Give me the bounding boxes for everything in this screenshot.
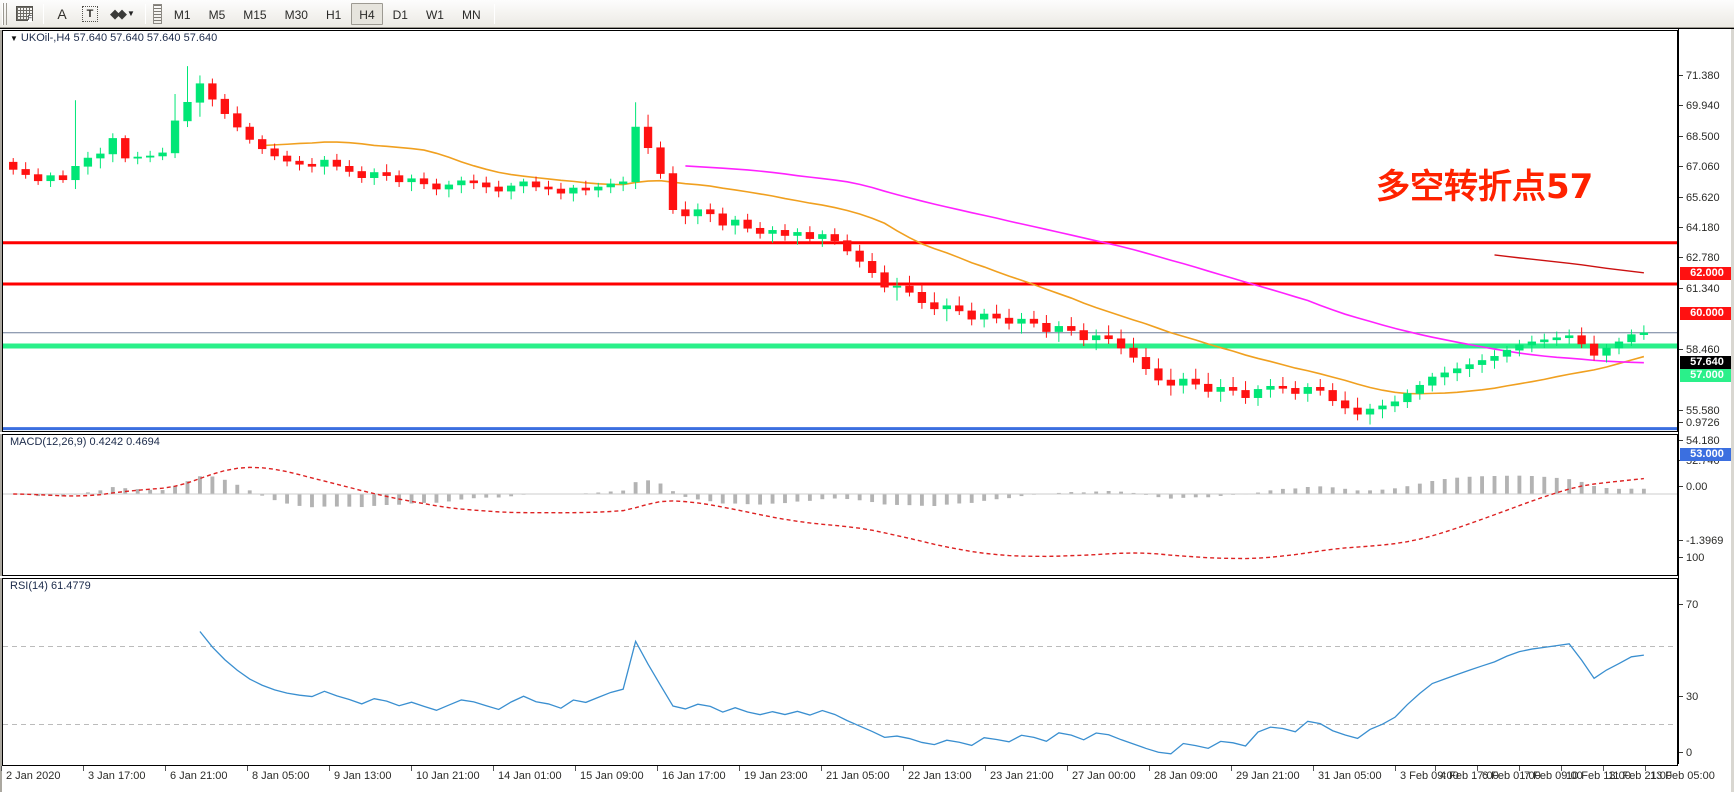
collapse-caret-icon[interactable]: ▼ xyxy=(10,34,18,43)
price-tick: 65.620 xyxy=(1679,192,1734,204)
time-tick-label: 6 Feb 01:00 xyxy=(1477,766,1541,782)
timeframe-h4[interactable]: H4 xyxy=(351,2,383,25)
timeframe-h1[interactable]: H1 xyxy=(325,7,342,22)
price-tick: 55.580 xyxy=(1679,405,1734,417)
price-tick: 68.500 xyxy=(1679,131,1734,143)
rsi-pane[interactable]: RSI(14) 61.4779 xyxy=(2,578,1678,792)
time-tick-label: 31 Jan 05:00 xyxy=(1313,766,1382,782)
price-pane[interactable]: ▼ UKOil-,H4 57.640 57.640 57.640 57.640 xyxy=(2,30,1678,432)
time-scale[interactable]: 2 Jan 2020 3 Jan 17:00 6 Jan 21:00 8 Jan 05… xyxy=(0,765,1715,792)
chevron-down-icon[interactable]: ▼ xyxy=(127,9,135,18)
time-tick-label: 8 Jan 05:00 xyxy=(247,766,310,782)
text-box-icon: T xyxy=(82,5,98,22)
timeframe-m30[interactable]: M30 xyxy=(284,7,308,22)
time-tick-label: 7 Feb 09:00 xyxy=(1519,766,1583,782)
toolbar-divider-2 xyxy=(144,3,146,24)
macd-pane[interactable]: MACD(12,26,9) 0.4242 0.4694 xyxy=(2,434,1678,576)
timeframe-d1[interactable]: D1 xyxy=(392,7,408,22)
price-pane-label: ▼ UKOil-,H4 57.640 57.640 57.640 57.640 xyxy=(8,32,220,44)
price-pane-label-text: UKOil-,H4 57.640 57.640 57.640 57.640 xyxy=(20,32,218,44)
time-tick-label: 14 Jan 01:00 xyxy=(493,766,562,782)
chart-annotation-text[interactable]: 多空转折点57 xyxy=(1376,167,1594,207)
timeframe-w1[interactable]: W1 xyxy=(425,7,444,22)
time-tick-label: 10 Feb 13:00 xyxy=(1561,766,1631,782)
toolbar-divider-1 xyxy=(43,3,44,24)
timeframe-m15[interactable]: M15 xyxy=(243,7,267,22)
price-tick: 69.940 xyxy=(1679,100,1734,112)
toolbar-divider-3 xyxy=(493,3,495,24)
shapes-icon: ◆◆ xyxy=(110,5,127,21)
timeframe-mn[interactable]: MN xyxy=(461,7,481,22)
scrollbar-track[interactable] xyxy=(1731,29,1734,792)
chart-area[interactable]: ▼ UKOil-,H4 57.640 57.640 57.640 57.640 M… xyxy=(0,28,1734,792)
text-box-icon-button[interactable]: T xyxy=(77,2,103,26)
timeframe-m5[interactable]: M5 xyxy=(208,7,226,22)
rsi-pane-grip[interactable] xyxy=(0,578,2,792)
shapes-icon-button[interactable]: ◆◆ ▼ xyxy=(105,2,140,26)
price-level-badge[interactable]: 53.000 xyxy=(1680,448,1734,461)
macd-tick: 0.9726 xyxy=(1679,417,1734,429)
rsi-tick: 70 xyxy=(1679,599,1734,611)
price-tick: 71.380 xyxy=(1679,70,1734,82)
time-tick-label: 23 Jan 21:00 xyxy=(985,766,1054,782)
rsi-tick: 30 xyxy=(1679,691,1734,703)
price-level-badge[interactable]: 57.640 xyxy=(1680,356,1734,369)
time-tick-label: 13 Feb 05:00 xyxy=(1645,766,1715,782)
time-tick-label: 9 Jan 13:00 xyxy=(329,766,392,782)
macd-tick: 0.00 xyxy=(1679,481,1734,493)
time-tick-label: 2 Jan 2020 xyxy=(0,766,61,782)
letter-a-icon-button[interactable]: A xyxy=(49,2,75,26)
price-pane-grip[interactable] xyxy=(0,30,2,432)
price-level-badge[interactable]: 57.000 xyxy=(1680,369,1734,382)
price-tick: 61.340 xyxy=(1679,283,1734,295)
price-tick: 64.180 xyxy=(1679,222,1734,234)
time-tick-label: 16 Jan 17:00 xyxy=(657,766,726,782)
time-tick-label: 21 Jan 05:00 xyxy=(821,766,890,782)
time-tick-label: 27 Jan 00:00 xyxy=(1067,766,1136,782)
rsi-pane-label: RSI(14) 61.4779 xyxy=(8,580,93,592)
macd-pane-label: MACD(12,26,9) 0.4242 0.4694 xyxy=(8,436,162,448)
time-tick-label: 19 Jan 23:00 xyxy=(739,766,808,782)
rsi-tick: 0 xyxy=(1679,747,1734,759)
macd-pane-grip[interactable] xyxy=(0,434,2,576)
price-scale[interactable]: 71.380 69.940 68.500 67.060 65.620 64.180 62.7… xyxy=(1678,29,1734,764)
price-tick: 58.460 xyxy=(1679,344,1734,356)
grid-f-icon-button[interactable] xyxy=(11,2,38,26)
price-level-badge[interactable]: 60.000 xyxy=(1680,307,1734,320)
toolbar-drag-handle[interactable] xyxy=(2,2,9,25)
time-tick-label: 11 Feb 21:00 xyxy=(1602,766,1673,782)
price-tick: 67.060 xyxy=(1679,161,1734,173)
rsi-tick: 100 xyxy=(1679,552,1734,564)
macd-chart-svg xyxy=(3,466,1677,560)
timeframe-grip[interactable] xyxy=(152,3,162,24)
main-toolbar: A T ◆◆ ▼ M1 M5 M15 M30 H1 H4 D1 W1 MN xyxy=(0,0,1734,28)
price-tick: 62.780 xyxy=(1679,252,1734,264)
price-tick: 54.180 xyxy=(1679,435,1734,447)
timeframe-m1[interactable]: M1 xyxy=(173,7,191,22)
time-tick-label: 6 Jan 21:00 xyxy=(165,766,228,782)
time-tick-label: 3 Feb 09:00 xyxy=(1395,766,1459,782)
rsi-chart-svg xyxy=(3,631,1677,755)
time-tick-label: 15 Jan 09:00 xyxy=(575,766,644,782)
grid-f-icon xyxy=(16,6,33,22)
time-tick-label: 3 Jan 17:00 xyxy=(83,766,146,782)
time-tick-label: 22 Jan 13:00 xyxy=(903,766,972,782)
time-tick-label: 10 Jan 21:00 xyxy=(411,766,480,782)
time-tick-label: 29 Jan 21:00 xyxy=(1231,766,1300,782)
price-level-badge[interactable]: 62.000 xyxy=(1680,267,1734,280)
time-tick-label: 4 Feb 17:00 xyxy=(1435,766,1499,782)
time-tick-label: 28 Jan 09:00 xyxy=(1149,766,1218,782)
macd-tick: -1.3969 xyxy=(1679,535,1734,547)
letter-a-icon: A xyxy=(57,5,67,22)
price-chart-svg xyxy=(3,66,1677,431)
